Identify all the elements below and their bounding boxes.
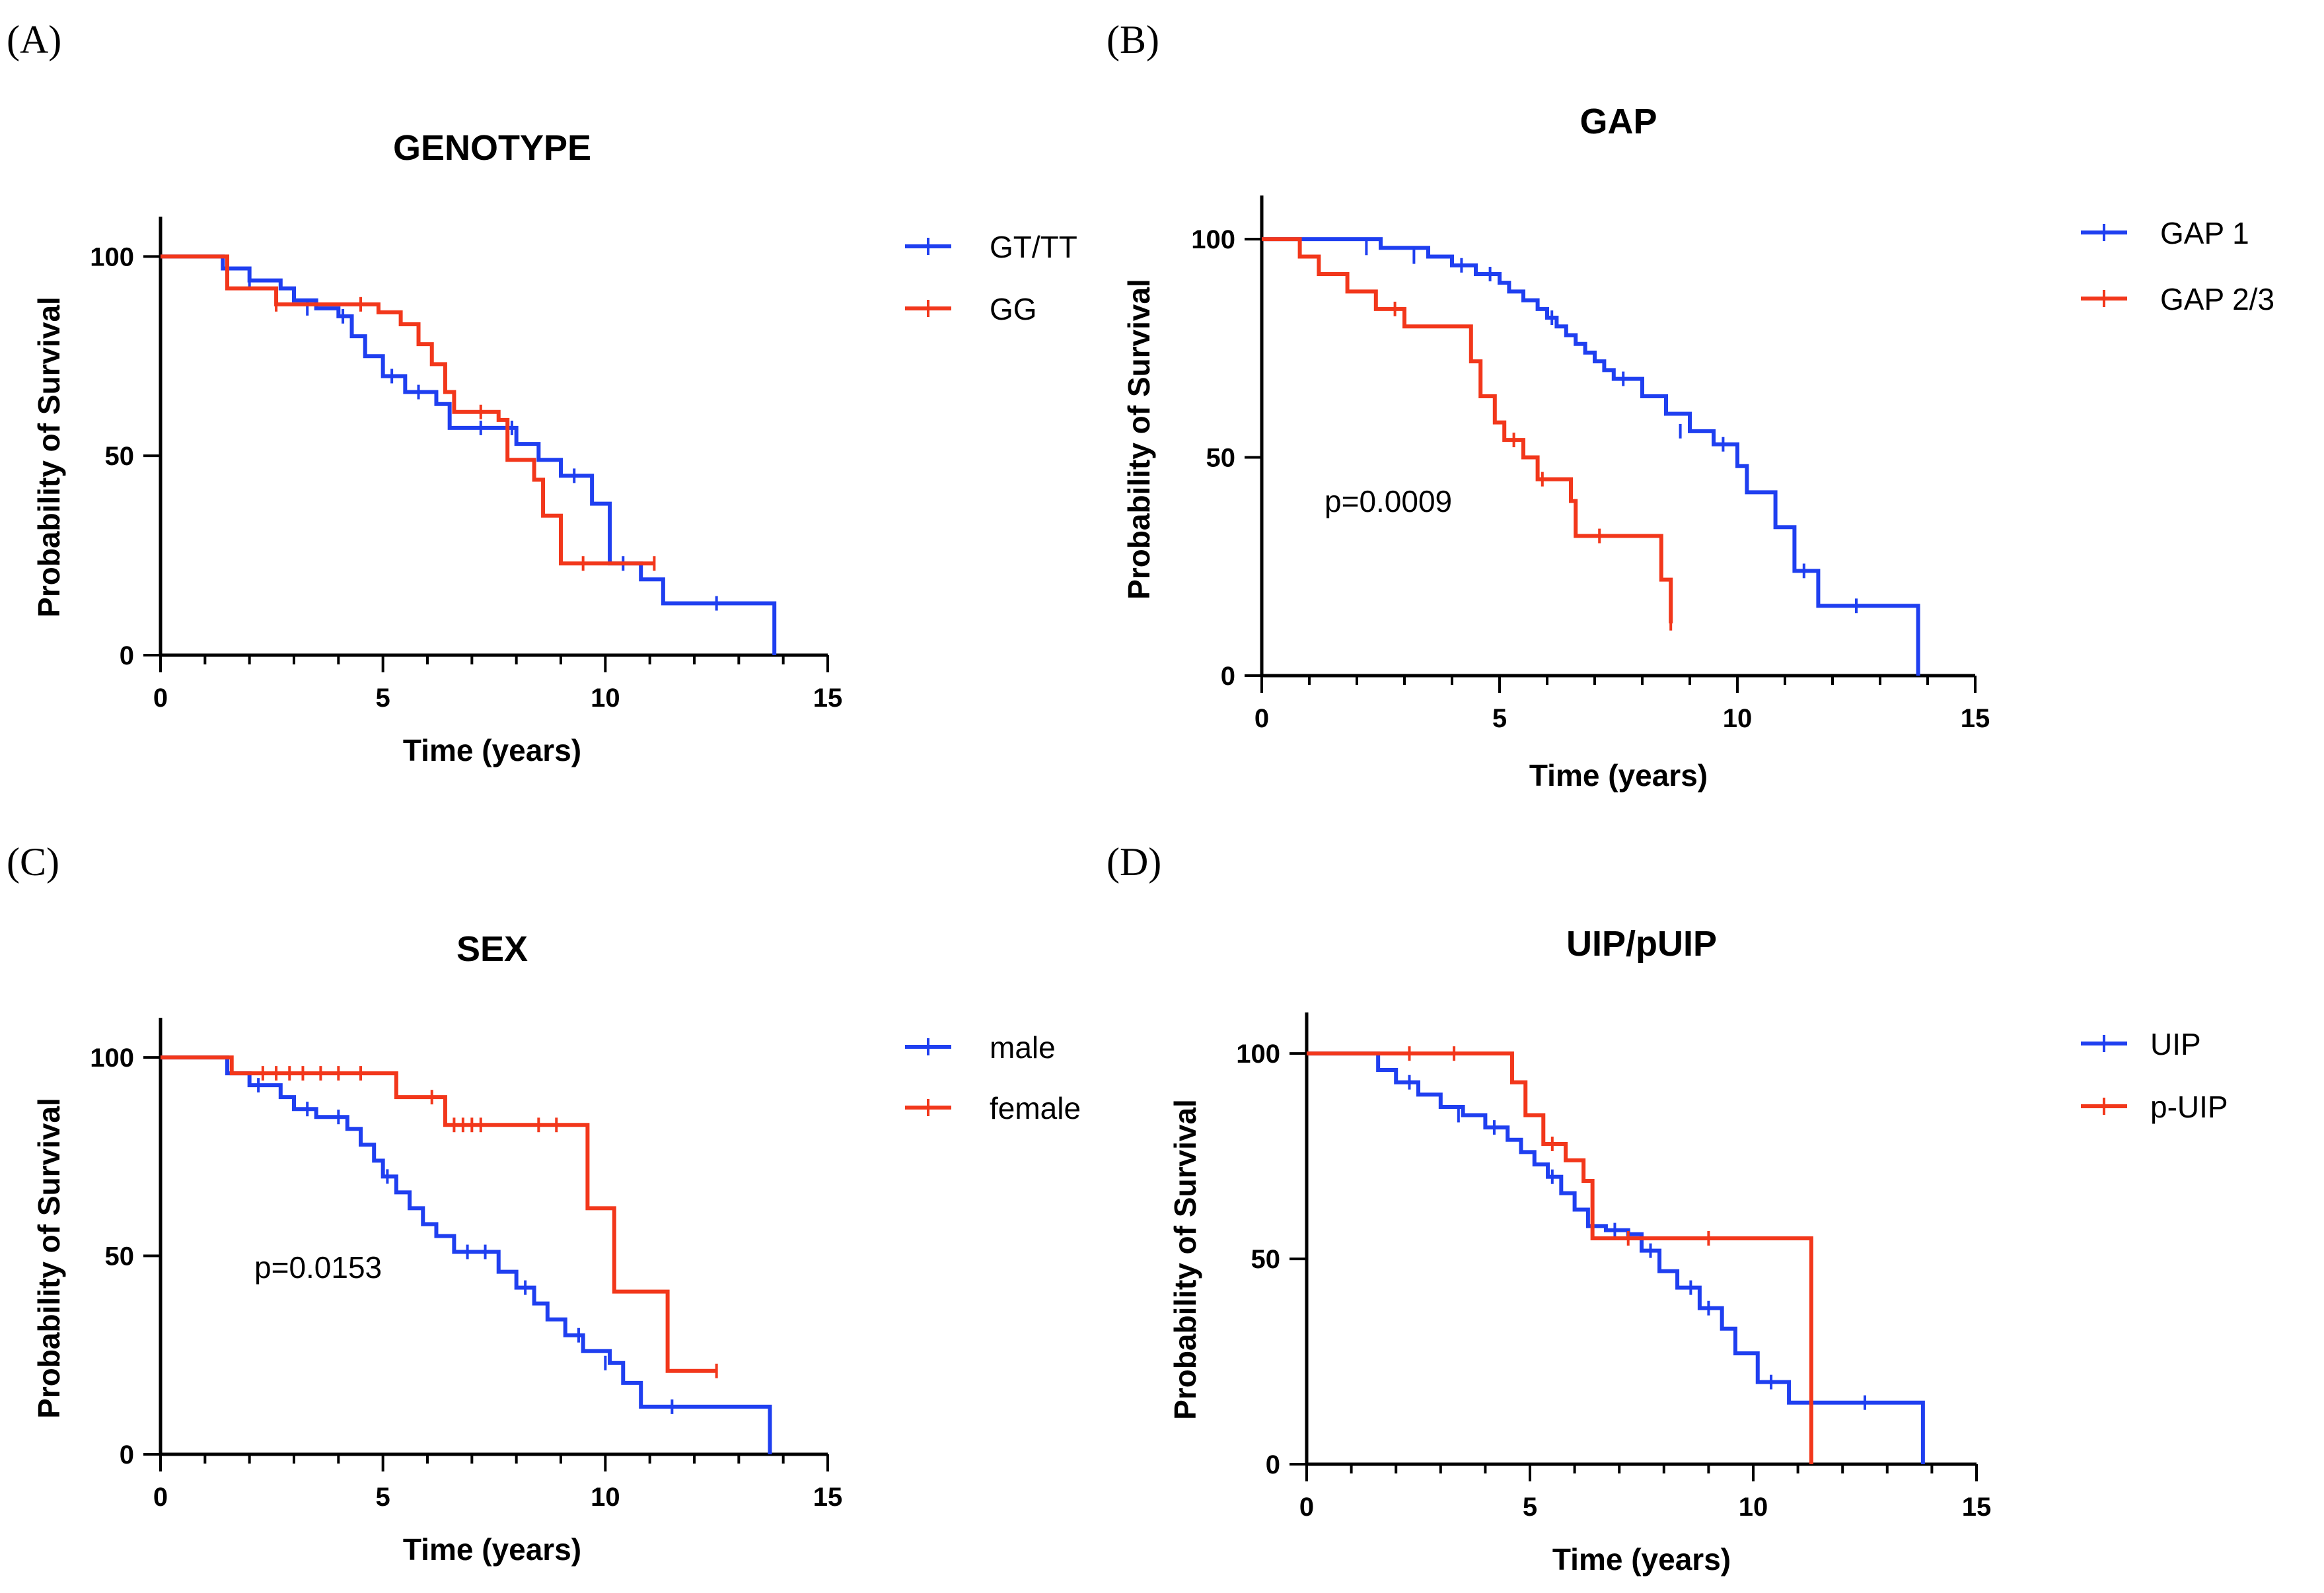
survival-curve-gg <box>161 254 655 566</box>
legend-label-uip: UIP <box>2150 1027 2201 1061</box>
x-tick-label-c: 5 <box>376 1483 390 1512</box>
x-axis-title-a: Time (years) <box>403 733 581 767</box>
x-axis-title-b: Time (years) <box>1529 758 1708 793</box>
panel-label-b: (B) <box>1107 18 1159 61</box>
legend-label-p-uip: p-UIP <box>2150 1090 2228 1124</box>
x-tick-label-b: 5 <box>1492 704 1507 733</box>
x-tick-label-c: 15 <box>813 1483 843 1512</box>
p-value-annotation-c: p=0.0153 <box>254 1250 382 1285</box>
legend-b: GAP 1 GAP 2/3 <box>2081 216 2274 316</box>
legend-item-p-uip: p-UIP <box>2081 1090 2228 1124</box>
x-axis-title-c: Time (years) <box>403 1532 581 1567</box>
chart-title-d: UIP/pUIP <box>1566 924 1717 964</box>
y-axis-title-d: Probability of Survival <box>1168 1099 1202 1420</box>
x-tick-label-b: 0 <box>1254 704 1269 733</box>
y-tick-label-d: 0 <box>1266 1450 1280 1479</box>
x-axis-title-d: Time (years) <box>1552 1542 1731 1576</box>
panel-label-d: (D) <box>1107 840 1161 884</box>
legend-a: GT/TT GG <box>905 230 1077 326</box>
panel-label-c: (C) <box>7 840 59 884</box>
y-tick-label-a: 0 <box>120 641 134 670</box>
y-tick-label-a: 50 <box>105 442 135 471</box>
chart-title-a: GENOTYPE <box>393 128 591 168</box>
y-tick-label-b: 0 <box>1221 662 1235 691</box>
legend-item-female: female <box>905 1091 1081 1125</box>
y-tick-label-c: 50 <box>105 1242 135 1271</box>
survival-curve-gt-tt <box>161 254 777 655</box>
x-tick-label-d: 5 <box>1523 1493 1537 1522</box>
x-tick-label-d: 0 <box>1299 1493 1314 1522</box>
legend-label-gap-1: GAP 1 <box>2160 216 2249 250</box>
legend-label-female: female <box>990 1091 1081 1125</box>
legend-label-gt-tt: GT/TT <box>990 230 1077 264</box>
y-tick-label-d: 50 <box>1251 1245 1281 1274</box>
survival-curve-gap-1 <box>1262 237 1920 676</box>
legend-label-gap-2-3: GAP 2/3 <box>2160 282 2274 316</box>
legend-c: male female <box>905 1030 1081 1125</box>
y-tick-label-a: 100 <box>90 242 134 271</box>
x-tick-label-a: 15 <box>813 684 843 713</box>
legend-item-gap-2-3: GAP 2/3 <box>2081 282 2274 316</box>
x-tick-label-d: 15 <box>1962 1493 1992 1522</box>
panel-d: (D) UIP/pUIP 0 5 10 15 0 50 100 Time (years) P… <box>1107 840 2228 1576</box>
legend-item-gap-1: GAP 1 <box>2081 216 2249 250</box>
legend-label-male: male <box>990 1030 1056 1065</box>
plot-area-a: 0 5 10 15 0 50 100 <box>90 217 842 713</box>
survival-curve-gap-2-3 <box>1262 237 1673 623</box>
y-axis-title-a: Probability of Survival <box>32 297 66 618</box>
y-tick-label-c: 0 <box>120 1440 134 1469</box>
panel-label-a: (A) <box>7 18 61 61</box>
legend-item-gg: GG <box>905 292 1037 326</box>
survival-curve-female <box>161 1055 717 1373</box>
plot-area-d: 0 5 10 15 0 50 100 <box>1236 1012 1991 1522</box>
y-tick-label-c: 100 <box>90 1044 134 1073</box>
plot-area-c: 0 5 10 15 0 50 100 <box>90 1018 842 1512</box>
x-tick-label-c: 10 <box>591 1483 620 1512</box>
survival-curve-uip <box>1307 1051 1925 1464</box>
chart-title-c: SEX <box>456 929 528 969</box>
y-axis-title-c: Probability of Survival <box>32 1098 66 1419</box>
panel-b: (B) GAP 0 5 10 15 0 50 100 Time (years) Probab… <box>1107 18 2274 793</box>
y-tick-label-b: 100 <box>1191 225 1235 254</box>
legend-label-gg: GG <box>990 292 1037 326</box>
chart-title-b: GAP <box>1580 102 1657 141</box>
y-tick-label-d: 100 <box>1236 1040 1280 1069</box>
x-tick-label-d: 10 <box>1739 1493 1768 1522</box>
p-value-annotation-b: p=0.0009 <box>1325 484 1452 518</box>
x-tick-label-a: 5 <box>376 684 390 713</box>
legend-item-uip: UIP <box>2081 1027 2201 1061</box>
y-tick-label-b: 50 <box>1206 444 1236 473</box>
survival-curve-p-uip <box>1307 1051 1813 1464</box>
x-tick-label-c: 0 <box>153 1483 168 1512</box>
legend-item-male: male <box>905 1030 1056 1065</box>
x-tick-label-a: 0 <box>153 684 168 713</box>
legend-d: UIP p-UIP <box>2081 1027 2228 1124</box>
panel-c: (C) SEX 0 5 10 15 0 50 100 Time (years) Probab… <box>7 840 1081 1567</box>
x-tick-label-b: 15 <box>1961 704 1990 733</box>
x-tick-label-a: 10 <box>591 684 620 713</box>
legend-item-gt-tt: GT/TT <box>905 230 1077 264</box>
panel-a: (A) GENOTYPE 0 5 10 15 0 50 100 Time (years) P… <box>7 18 1077 767</box>
x-tick-label-b: 10 <box>1723 704 1753 733</box>
plot-area-b: 0 5 10 15 0 50 100 <box>1191 195 1990 733</box>
survival-curve-male <box>161 1055 772 1454</box>
y-axis-title-b: Probability of Survival <box>1122 279 1156 600</box>
